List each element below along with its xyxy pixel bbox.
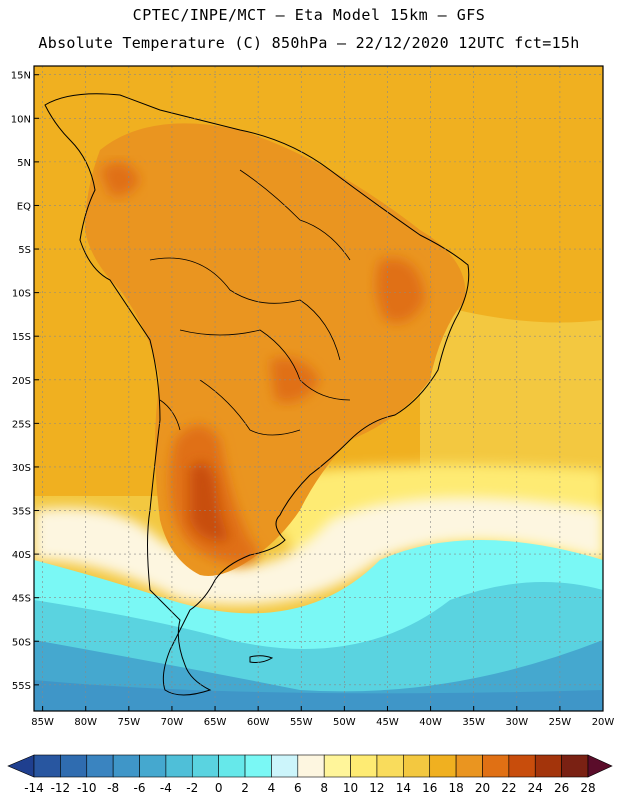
lon-label: 50W (333, 717, 356, 728)
lon-label: 60W (247, 717, 270, 728)
falklands (249, 655, 274, 663)
latitude-labels: 15N 10N 5N EQ 5S 10S 15S 20S 25S 30S 35S 40S 45S 50S 5… (11, 71, 31, 692)
color-bar-swatch (455, 754, 483, 778)
color-bar-swatch (60, 754, 88, 778)
lat-label: 55S (12, 681, 31, 692)
lon-label: 25W (549, 717, 572, 728)
field-hot-core-north (100, 162, 140, 196)
color-bar-arrow-left (7, 754, 35, 778)
color-bar-label: 6 (294, 781, 302, 795)
lon-label: 80W (74, 717, 97, 728)
color-bar-label: -10 (77, 781, 97, 795)
lat-label: 15S (12, 332, 31, 343)
color-bar-swatch (33, 754, 61, 778)
color-bar-swatch (376, 754, 404, 778)
lat-label: 50S (12, 637, 31, 648)
field-atlantic-band (420, 300, 603, 500)
lat-label: 45S (12, 594, 31, 605)
lat-label: 5N (17, 158, 31, 169)
longitude-labels: 85W 80W 75W 70W 65W 60W 55W 50W 45W 40W 35W 30W 25W 2… (31, 717, 614, 728)
coastline (44, 93, 470, 696)
temperature-field (34, 66, 603, 711)
chart-title-line2: Absolute Temperature (C) 850hPa – 22/12/… (38, 34, 580, 52)
color-bar-swatch (271, 754, 299, 778)
color-bar-label: -2 (186, 781, 198, 795)
color-bar-label: 28 (580, 781, 595, 795)
lat-label: 15N (11, 71, 31, 82)
color-bar-label: 16 (422, 781, 437, 795)
border-2 (179, 329, 351, 401)
lat-label: 40S (12, 550, 31, 561)
lon-label: 35W (462, 717, 485, 728)
color-bar (7, 754, 613, 778)
color-bar-label: 24 (528, 781, 543, 795)
color-bar-swatch (191, 754, 219, 778)
color-bar-swatch (86, 754, 114, 778)
color-bar-swatch (139, 754, 167, 778)
lat-label: 30S (12, 463, 31, 474)
field-coldest-edge (34, 680, 603, 711)
axis-ticks (34, 74, 604, 711)
border-4 (159, 399, 181, 431)
color-bar-swatch (297, 754, 325, 778)
color-bar-label: 18 (448, 781, 463, 795)
color-bar-swatch (429, 754, 457, 778)
color-bar-label: 4 (268, 781, 276, 795)
field-hot-core-center (190, 462, 230, 541)
color-bar-swatch (508, 754, 536, 778)
color-bar-label: -4 (160, 781, 172, 795)
color-bar-label: 8 (320, 781, 328, 795)
color-bar-labels: -14 -12 -10 -8 -6 -4 -2 0 2 4 6 8 10 12 14 16 18 20 22 24 26… (24, 781, 595, 795)
chart-title-line1: CPTEC/INPE/MCT – Eta Model 15km – GFS (132, 6, 486, 24)
lat-label: 10S (12, 289, 31, 300)
color-bar-swatch (403, 754, 431, 778)
color-bar-label: 14 (396, 781, 411, 795)
color-bar-label: 26 (554, 781, 569, 795)
lat-label: 5S (18, 245, 31, 256)
lon-label: 20W (592, 717, 615, 728)
lon-label: 55W (290, 717, 313, 728)
lat-label: EQ (17, 201, 31, 212)
color-bar-label: 12 (369, 781, 384, 795)
color-bar-swatch (218, 754, 246, 778)
color-bar-arrow-right (587, 754, 613, 778)
color-bar-swatch (561, 754, 589, 778)
lat-label: 20S (12, 376, 31, 387)
color-bar-label: 10 (343, 781, 358, 795)
color-bar-label: -14 (24, 781, 44, 795)
lon-label: 40W (419, 717, 442, 728)
color-bar-label: -8 (107, 781, 119, 795)
color-bar-swatch (482, 754, 510, 778)
color-bar-label: -12 (51, 781, 71, 795)
border-5 (239, 169, 351, 261)
lon-label: 65W (204, 717, 227, 728)
field-pale-band (34, 497, 603, 605)
field-hot-core-brazil (376, 258, 425, 323)
color-bar-swatch (350, 754, 378, 778)
color-bar-swatch (323, 754, 351, 778)
color-bar-label: 2 (241, 781, 249, 795)
lat-label: 25S (12, 419, 31, 430)
color-bar-swatch (534, 754, 562, 778)
lon-label: 45W (376, 717, 399, 728)
color-bar-label: 0 (215, 781, 223, 795)
color-bar-swatch (244, 754, 272, 778)
lon-label: 85W (31, 717, 54, 728)
lat-label: 10N (11, 114, 31, 125)
color-bar-label: 20 (475, 781, 490, 795)
border-3 (199, 379, 301, 436)
border-1 (149, 257, 341, 361)
color-bar-label: 22 (501, 781, 516, 795)
lon-label: 70W (161, 717, 184, 728)
color-bar-label: -6 (134, 781, 146, 795)
plot-frame (33, 65, 604, 712)
lon-label: 30W (505, 717, 528, 728)
color-bar-swatch (112, 754, 140, 778)
color-bar-swatch (165, 754, 193, 778)
lon-label: 75W (118, 717, 141, 728)
lat-label: 35S (12, 507, 31, 518)
